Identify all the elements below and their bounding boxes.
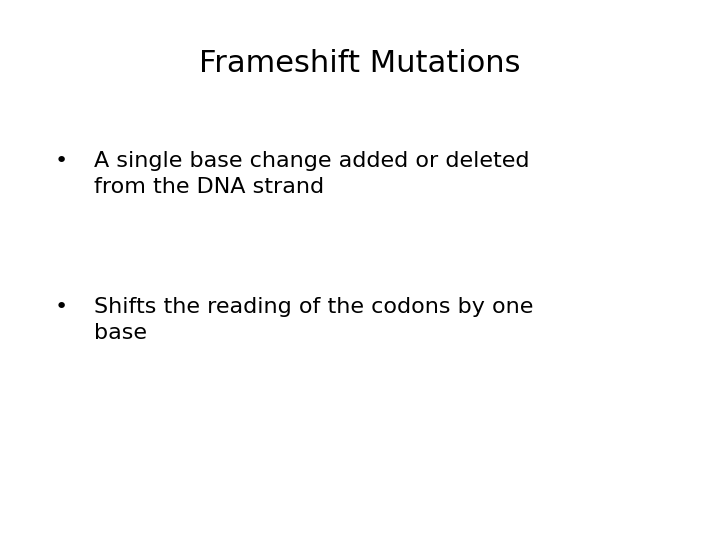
- Text: •: •: [55, 297, 68, 317]
- Text: Shifts the reading of the codons by one
base: Shifts the reading of the codons by one …: [94, 297, 533, 342]
- Text: •: •: [55, 151, 68, 171]
- Text: Frameshift Mutations: Frameshift Mutations: [199, 49, 521, 78]
- Text: A single base change added or deleted
from the DNA strand: A single base change added or deleted fr…: [94, 151, 529, 197]
